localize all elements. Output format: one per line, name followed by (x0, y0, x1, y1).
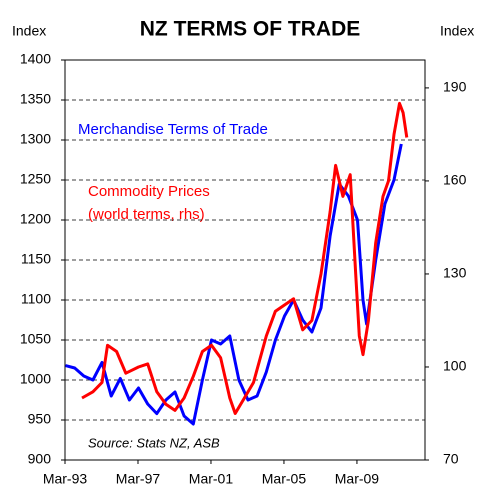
y-tick-label: 1100 (21, 291, 51, 307)
series-line (81, 101, 409, 415)
y2-tick-label: 100 (443, 358, 467, 374)
y-tick-label: 1050 (20, 331, 51, 347)
y-tick-label: 1000 (20, 371, 51, 387)
x-tick-label: Mar-93 (43, 471, 88, 487)
y-tick-label: 1200 (20, 211, 51, 227)
annotation: Commodity Prices (88, 183, 210, 200)
source-note: Source: Stats NZ, ASB (88, 435, 220, 450)
y-tick-label: 1350 (20, 91, 51, 107)
chart-title: NZ TERMS OF TRADE (140, 18, 361, 41)
y-tick-label: 1250 (20, 171, 51, 187)
x-tick-label: Mar-05 (262, 471, 307, 487)
y-tick-label: 1150 (21, 251, 51, 267)
y2-tick-label: 190 (443, 79, 467, 95)
x-tick-label: Mar-97 (116, 471, 161, 487)
y2-axis-label: Index (440, 23, 474, 39)
x-tick-label: Mar-01 (189, 471, 234, 487)
y2-tick-label: 160 (443, 172, 467, 188)
annotation: (world terms, rhs) (88, 206, 205, 223)
y2-tick-label: 70 (443, 451, 459, 467)
y-tick-label: 1300 (20, 131, 51, 147)
annotation: Merchandise Terms of Trade (78, 121, 268, 138)
y-axis-label: Index (12, 23, 46, 39)
x-tick-label: Mar-09 (335, 471, 380, 487)
series-line (65, 143, 403, 426)
y-tick-label: 950 (28, 411, 52, 427)
y-tick-label: 1400 (20, 51, 51, 67)
y2-tick-label: 130 (443, 265, 467, 281)
y-tick-label: 900 (28, 451, 52, 467)
